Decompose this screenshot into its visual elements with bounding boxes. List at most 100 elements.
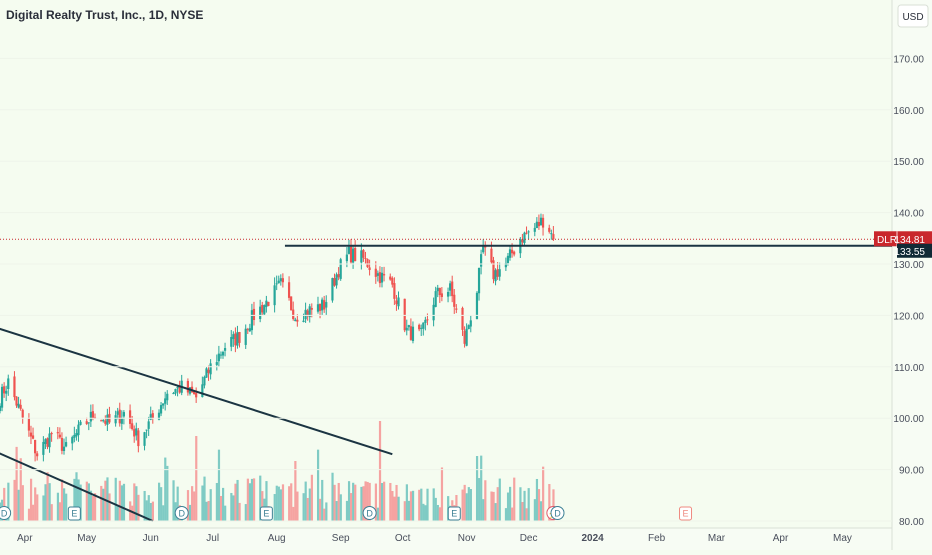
candle-body bbox=[221, 351, 225, 356]
candle-body bbox=[391, 278, 394, 285]
candle-body bbox=[469, 320, 472, 327]
volume-bar bbox=[308, 488, 311, 521]
event-marker-label: D bbox=[366, 509, 373, 519]
volume-bar bbox=[304, 481, 307, 521]
candle-body bbox=[426, 319, 429, 321]
candle-body bbox=[261, 304, 264, 313]
event-marker-label: E bbox=[683, 509, 689, 519]
volume-bar bbox=[232, 495, 235, 521]
candle-body bbox=[440, 293, 443, 297]
volume-bar bbox=[434, 497, 437, 521]
volume-bar bbox=[498, 478, 501, 521]
candle-body bbox=[114, 415, 117, 424]
candle-body bbox=[308, 306, 311, 318]
volume-bar bbox=[393, 496, 396, 521]
candle-body bbox=[133, 429, 136, 437]
volume-bar bbox=[469, 489, 472, 521]
volume-bar bbox=[467, 487, 470, 521]
volume-bar bbox=[290, 483, 293, 521]
volume-bar bbox=[15, 446, 18, 521]
earnings-marker bbox=[259, 506, 273, 521]
drawings[interactable] bbox=[0, 238, 892, 522]
candle-body bbox=[533, 227, 536, 232]
candle-body bbox=[461, 307, 464, 330]
candle-body bbox=[116, 411, 119, 415]
candle-body bbox=[508, 249, 512, 258]
candle-body bbox=[277, 280, 280, 284]
volume-bar bbox=[378, 421, 382, 521]
volume-bar bbox=[238, 502, 241, 521]
volume-bar bbox=[157, 482, 161, 521]
candle-body bbox=[120, 418, 123, 424]
volume-bar bbox=[523, 490, 526, 521]
candle-body bbox=[323, 300, 326, 310]
volume-bar bbox=[19, 458, 22, 521]
time-tick-label: Sep bbox=[332, 533, 350, 544]
volume-bar bbox=[463, 484, 466, 521]
candle-body bbox=[366, 259, 369, 268]
candle-body bbox=[339, 259, 342, 279]
candle-body bbox=[89, 411, 92, 422]
candle-body bbox=[552, 234, 555, 240]
candle-body bbox=[250, 310, 254, 331]
volume-bar bbox=[440, 467, 444, 521]
candle-body bbox=[349, 246, 353, 263]
candle-body bbox=[351, 248, 355, 263]
candle-body bbox=[521, 239, 524, 243]
volume-bar bbox=[32, 504, 35, 521]
currency-box[interactable] bbox=[897, 4, 929, 28]
candle-body bbox=[453, 294, 456, 307]
volume-bar bbox=[411, 490, 415, 521]
time-axis[interactable]: Apr May Jun Jul Aug Sep Oct Nov Dec 2024 Feb Mar Apr… bbox=[17, 533, 852, 544]
candle-body bbox=[405, 327, 408, 331]
candle-body bbox=[217, 353, 220, 362]
candle-body bbox=[209, 363, 212, 375]
volume-bar bbox=[364, 481, 367, 521]
volume-bar bbox=[475, 456, 479, 521]
candle-body bbox=[321, 299, 324, 311]
candle-body bbox=[482, 246, 485, 253]
volume-bar bbox=[513, 477, 516, 521]
volume-bar bbox=[331, 472, 334, 521]
candle-body bbox=[422, 322, 425, 329]
volume-bar bbox=[143, 490, 146, 521]
price-axis[interactable]: 80.00 90.00 100.00 110.00 120.00 130.00 140.00… bbox=[0, 54, 932, 528]
candle-body bbox=[360, 250, 363, 263]
volume-bar bbox=[164, 457, 167, 521]
candle-body bbox=[106, 414, 109, 425]
volume-bar bbox=[436, 504, 439, 521]
candle-body bbox=[498, 269, 501, 277]
candle-body bbox=[15, 396, 18, 406]
volume-bar bbox=[60, 479, 64, 521]
candle-body bbox=[149, 414, 152, 420]
volume-bar bbox=[122, 483, 126, 521]
volume-bar bbox=[509, 486, 512, 521]
candle-body bbox=[325, 302, 328, 308]
volume-bar bbox=[403, 501, 406, 521]
volume-bar bbox=[17, 489, 20, 521]
candle-body bbox=[0, 386, 4, 408]
candle-body bbox=[44, 439, 47, 444]
candle-body bbox=[306, 310, 309, 316]
candle-body bbox=[151, 413, 154, 418]
volume-bar bbox=[201, 485, 204, 521]
price-tick-label: 80.00 bbox=[899, 517, 924, 528]
event-marker-label: E bbox=[451, 509, 457, 519]
candle-body bbox=[436, 287, 439, 292]
volume-bar bbox=[380, 483, 384, 521]
volume-bar bbox=[438, 507, 442, 521]
event-marker-label: D bbox=[1, 509, 8, 519]
volume-bar bbox=[511, 507, 514, 521]
candle-body bbox=[223, 348, 227, 351]
candle-body bbox=[527, 231, 530, 233]
candle-body bbox=[147, 421, 150, 429]
volume-bar bbox=[492, 491, 495, 521]
volume-bar bbox=[368, 482, 371, 521]
candle-body bbox=[29, 432, 33, 437]
volume-bar bbox=[319, 498, 322, 521]
volume-bar bbox=[73, 478, 76, 521]
volume-bar bbox=[234, 483, 237, 521]
time-tick-label: Feb bbox=[648, 533, 666, 544]
